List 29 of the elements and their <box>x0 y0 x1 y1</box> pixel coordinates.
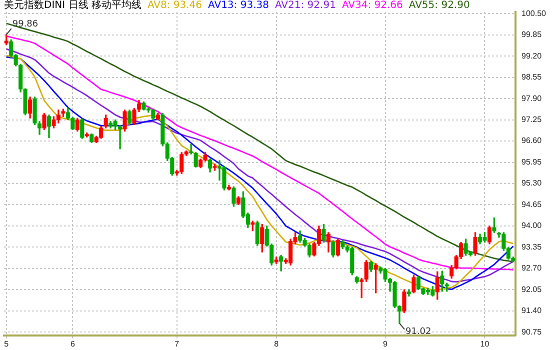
text: AV8: 93.46 <box>147 0 202 11</box>
y-tick-label: 92.05 <box>522 284 542 294</box>
annotation: 99.86 <box>12 19 38 30</box>
y-tick-label: 95.95 <box>522 157 542 166</box>
y-tick-label: 99.20 <box>522 51 542 60</box>
y-tick-label: 93.35 <box>522 242 542 252</box>
x-tick-label: 6 <box>70 339 76 348</box>
x-tick-label: 8 <box>274 339 280 348</box>
x-tick-label: 9 <box>383 339 388 348</box>
x-tick-label: 5 <box>4 339 10 348</box>
y-tick-label: 91.40 <box>522 306 542 316</box>
y-tick-label: 94.00 <box>522 221 542 230</box>
text: AV55: 92.90 <box>408 0 470 11</box>
annotation: 91.02 <box>405 327 432 338</box>
y-tick-label: 100.50 <box>522 8 547 18</box>
y-tick-label: 92.70 <box>522 264 542 273</box>
text: AV34: 92.66 <box>342 0 403 11</box>
text: AV21: 92.91 <box>274 0 336 11</box>
y-tick-label: 98.55 <box>522 72 542 82</box>
x-tick-label: 7 <box>174 339 180 348</box>
y-tick-label: 96.60 <box>522 136 542 146</box>
y-tick-label: 97.25 <box>522 115 542 124</box>
y-tick-label: 94.65 <box>522 200 542 209</box>
x-tick-label: 10 <box>480 339 490 348</box>
text: AV13: 93.38 <box>208 0 269 11</box>
y-tick-label: 99.85 <box>522 30 542 40</box>
y-tick-label: 95.30 <box>522 178 542 188</box>
y-tick-label: 97.90 <box>522 94 542 103</box>
y-tick-label: 90.75 <box>522 327 542 336</box>
